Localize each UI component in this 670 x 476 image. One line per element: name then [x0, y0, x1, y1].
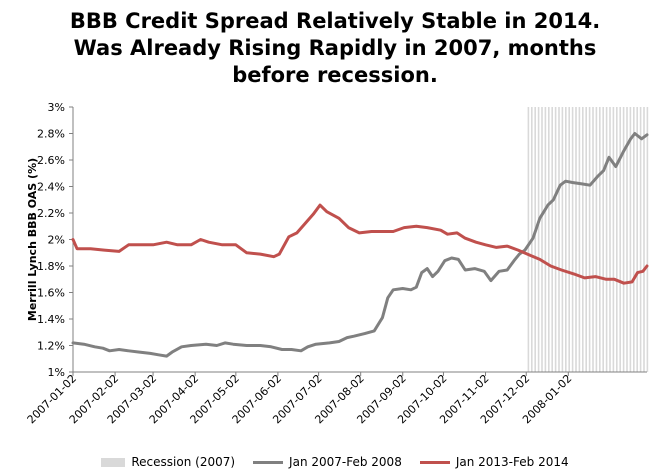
chart-title-line-1: BBB Credit Spread Relatively Stable in 2… [69, 9, 601, 33]
recession-band-bar [629, 107, 632, 372]
recession-band-bar [639, 107, 642, 372]
recession-band-bar [605, 107, 608, 372]
y-tick-label: 1.2% [37, 340, 65, 353]
legend-swatch-recession [101, 457, 126, 467]
recession-band-bar [554, 107, 557, 372]
y-tick-label: 1.6% [37, 287, 65, 300]
recession-band-bar [582, 107, 584, 372]
recession-band-bar [626, 107, 628, 372]
recession-band-bar [636, 107, 638, 372]
recession-band-bar [588, 107, 591, 372]
recession-band-bar [616, 107, 618, 372]
recession-band-bar [558, 107, 560, 372]
legend-item-series-2007: Jan 2007-Feb 2008 [253, 455, 402, 469]
y-tick-label: 2.8% [37, 128, 65, 141]
y-tick-label: 2% [48, 234, 65, 247]
recession-band-bar [548, 107, 550, 372]
recession-band-bar [561, 107, 564, 372]
recession-band-bar [612, 107, 615, 372]
y-tick-label: 2.4% [37, 181, 65, 194]
recession-band-bar [622, 107, 625, 372]
recession-band-bar [602, 107, 604, 372]
legend-item-series-2013: Jan 2013-Feb 2014 [419, 455, 569, 469]
recession-band-bar [633, 107, 635, 372]
legend-label-series-2007: Jan 2007-Feb 2008 [289, 455, 402, 469]
y-tick-label: 2.2% [37, 207, 65, 220]
recession-band-bar [592, 107, 594, 372]
legend-label-recession: Recession (2007) [131, 455, 236, 469]
y-tick-label: 1.8% [37, 260, 65, 273]
recession-band-bar [646, 107, 649, 372]
legend-label-series-2013: Jan 2013-Feb 2014 [455, 455, 569, 469]
recession-band-bar [609, 107, 611, 372]
recession-band-bar [595, 107, 598, 372]
recession-band-bar [568, 107, 570, 372]
recession-band-bar [585, 107, 587, 372]
recession-band-bar [565, 107, 567, 372]
y-tick-label: 2.6% [37, 154, 65, 167]
series-line-jan-2013-feb-2014 [71, 203, 649, 285]
recession-band-bar [575, 107, 577, 372]
recession-band-bar [551, 107, 553, 372]
recession-band-bar [541, 107, 543, 372]
recession-band-bar [619, 107, 621, 372]
legend-item-recession: Recession (2007) [101, 455, 235, 469]
recession-band-bar [643, 107, 645, 372]
legend: Recession (2007) Jan 2007-Feb 2008 Jan 2… [0, 452, 670, 472]
series-line-jan-2007-feb-2008 [71, 132, 649, 358]
recession-band-bar [578, 107, 581, 372]
y-tick-label: 1% [48, 366, 65, 379]
chart-title-line-3: before recession. [232, 63, 438, 87]
chart-title: BBB Credit Spread Relatively Stable in 2… [0, 8, 670, 89]
y-tick-label: 1.4% [37, 313, 65, 326]
recession-band-bar [537, 107, 540, 372]
legend-swatch-series-2007 [253, 460, 284, 464]
recession-band-bar [544, 107, 547, 372]
recession-band-bar [571, 107, 574, 372]
y-axis-label: Merrill Lynch BBB OAS (%) [26, 158, 39, 321]
y-tick-label: 3% [48, 101, 65, 114]
legend-swatch-series-2013 [419, 460, 450, 464]
recession-band-bar [599, 107, 601, 372]
recession-band-bar [534, 107, 536, 372]
chart-title-line-2: Was Already Rising Rapidly in 2007, mont… [73, 36, 597, 60]
recession-band-bar [527, 107, 530, 372]
